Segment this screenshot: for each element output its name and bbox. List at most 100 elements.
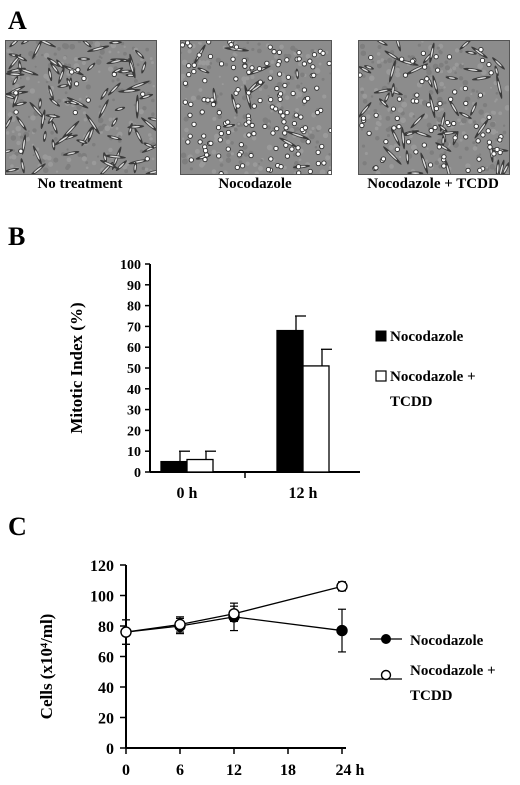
texture-speck [295,95,299,99]
rounded-cell [278,97,282,102]
spindle-cell [45,114,61,118]
cell-highlight [422,157,427,169]
y-tick-label: 100 [90,589,114,606]
texture-speck [197,41,201,45]
spindle-cell [115,160,127,171]
spindle-cell [448,99,459,117]
spindle-cell [29,101,46,120]
texture-speck [316,125,322,131]
spindle-cell [420,152,429,174]
rounded-cell [225,120,230,124]
texture-speck [98,70,101,73]
texture-speck [69,43,76,50]
rounded-cell [425,77,429,81]
spindle-cell [48,67,53,82]
texture-speck [190,95,197,101]
bar [186,458,214,473]
texture-speck [364,151,368,155]
rounded-cell [240,164,245,168]
cell-highlight [213,92,216,101]
texture-speck [459,49,463,54]
rounded-cell [247,70,251,74]
series-line [125,616,343,633]
rounded-cell [74,82,79,86]
texture-speck [62,43,68,49]
rounded-cell [399,57,404,61]
cell-highlight [416,132,427,136]
texture-speck [133,78,138,83]
cell-highlight [49,115,57,118]
cell-highlight [11,41,17,46]
texture-speck [47,161,54,167]
rounded-cell [274,146,278,151]
texture-speck [274,54,279,59]
texture-speck [258,87,263,91]
texture-speck [85,84,91,90]
texture-speck [361,144,366,148]
texture-speck [15,125,22,132]
texture-speck [17,132,22,136]
spindle-cell [29,163,46,174]
caption-no-treatment: No treatment [37,176,123,192]
texture-speck [133,103,137,107]
x-tick-label: 24 h [336,762,365,779]
rounded-cell [284,143,288,147]
y-tick-label: 0 [106,741,114,758]
cell-highlight [392,86,394,94]
rounded-cell [243,64,247,68]
spindle-cell [58,67,65,84]
texture-speck [480,118,486,124]
texture-speck [322,94,327,99]
texture-speck [495,91,499,95]
texture-speck [53,157,59,163]
y-tick-label: 80 [98,619,114,636]
rounded-cell [236,88,240,92]
rounded-cell [202,134,206,138]
cell-highlight [23,41,29,43]
rounded-cell [69,70,74,74]
rounded-cell [249,153,253,158]
texture-speck [426,122,432,128]
texture-speck [118,135,121,138]
y-tick-label: 20 [127,424,141,439]
rounded-cell [361,116,366,120]
texture-speck [32,128,37,133]
texture-speck [314,68,321,74]
spindle-cell [107,82,121,96]
cell-highlight [40,41,51,45]
rounded-cell [306,140,310,144]
cell-highlight [58,136,68,143]
rounded-cell [246,114,251,118]
cell-highlight [361,106,369,114]
spindle-cell [61,120,80,140]
data-point [336,580,348,593]
cell-highlight [89,64,94,69]
texture-speck [62,55,67,60]
spindle-cell [14,54,28,62]
texture-speck [360,50,367,56]
rounded-cell [226,130,231,135]
rounded-cell [434,106,439,111]
rounded-cell [265,61,269,66]
texture-speck [270,60,275,64]
texture-speck [435,116,438,119]
texture-speck [82,111,87,115]
spindle-cell [20,158,25,174]
rounded-cell [488,145,492,149]
texture-speck [475,144,478,147]
texture-speck [257,42,261,46]
cell-highlight [80,58,87,60]
cell-highlight [112,41,119,44]
texture-speck [95,59,102,65]
texture-speck [504,105,509,111]
rounded-cell [445,120,450,125]
rounded-cell [395,147,400,152]
cell-highlight [146,143,152,147]
rounded-cell [198,140,202,144]
spindle-cell [279,137,297,148]
cell-highlight [121,70,129,73]
legend-label: Nocodazole + [410,663,496,679]
texture-speck [490,128,497,135]
rounded-cell [211,102,216,107]
texture-speck [16,140,21,146]
